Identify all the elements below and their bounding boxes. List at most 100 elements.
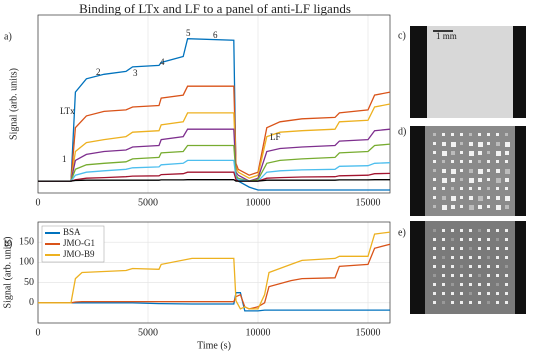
image-panel-c: 1 mm: [410, 26, 526, 118]
spot: [478, 229, 481, 232]
panel-label: c): [398, 30, 406, 41]
legend-label: JMO-G1: [63, 238, 95, 248]
series-line: [38, 128, 391, 182]
spot: [496, 247, 499, 250]
x-axis-label: Time (s): [197, 340, 231, 351]
spot: [478, 238, 481, 241]
spot: [487, 205, 490, 208]
x-tick-label: 0: [36, 197, 41, 208]
spot: [487, 187, 490, 190]
spot: [496, 229, 499, 232]
spot: [496, 169, 500, 173]
spot: [460, 283, 463, 286]
spot: [505, 187, 508, 190]
spot: [496, 283, 499, 286]
spot: [487, 178, 490, 181]
spot: [433, 178, 436, 181]
image-panel-d: [410, 126, 526, 216]
spot: [460, 196, 463, 199]
spot: [451, 247, 454, 250]
spot: [469, 160, 472, 163]
spot: [469, 142, 473, 146]
spot: [451, 301, 454, 304]
annotation: 6: [213, 30, 218, 40]
spot: [496, 274, 499, 277]
spot: [478, 247, 481, 250]
spot: [505, 283, 508, 286]
spot: [496, 187, 499, 190]
spot: [487, 196, 490, 199]
x-tick-label: 5000: [138, 197, 158, 208]
spot: [433, 205, 436, 208]
spot: [505, 229, 508, 232]
spot: [496, 178, 501, 183]
spot: [505, 178, 509, 182]
spot: [469, 301, 472, 304]
annotation: 3: [133, 68, 138, 78]
spot: [433, 274, 436, 277]
spot: [487, 160, 490, 163]
spot: [460, 229, 463, 232]
series-line: [38, 159, 391, 182]
spot: [451, 205, 455, 209]
legend-label: BSA: [63, 227, 81, 237]
spot: [433, 256, 436, 259]
spot: [451, 151, 455, 155]
spot: [505, 256, 508, 259]
series-line: [38, 143, 391, 182]
spot: [433, 196, 436, 199]
spot: [451, 292, 454, 295]
spot: [442, 169, 446, 173]
spot: [433, 187, 436, 190]
spot: [442, 178, 447, 183]
spot: [487, 292, 490, 295]
spot: [487, 301, 490, 304]
spot: [505, 169, 510, 174]
spot: [478, 169, 483, 174]
spot: [496, 142, 500, 146]
spot: [442, 151, 447, 156]
series-line: [38, 171, 391, 182]
spot: [478, 133, 481, 136]
spot: [460, 160, 463, 163]
plot-frame: [37, 14, 391, 194]
scale-bar-label: 1 mm: [436, 31, 457, 41]
spot: [451, 142, 456, 147]
spot: [460, 205, 463, 208]
spot: [505, 196, 510, 201]
spot: [487, 283, 490, 286]
spot: [469, 196, 473, 200]
spot: [487, 265, 490, 268]
x-tick-label: 0: [36, 327, 41, 338]
spot: [433, 301, 436, 304]
y-axis-label: Signal (arb. units): [8, 68, 19, 140]
spot: [442, 205, 447, 210]
spot: [487, 238, 490, 241]
spot: [460, 274, 463, 277]
spot: [505, 133, 508, 136]
spot: [487, 247, 490, 250]
spot: [451, 256, 454, 259]
series-line: [38, 179, 390, 182]
x-tick-label: 15000: [356, 327, 381, 338]
spot: [478, 151, 482, 155]
spot: [469, 256, 472, 259]
spot: [478, 196, 483, 201]
y-tick-label: 150: [19, 236, 34, 247]
spot: [478, 160, 481, 163]
spot: [487, 274, 490, 277]
spot: [478, 178, 482, 182]
annotation: 5: [186, 28, 191, 38]
spot: [433, 292, 436, 295]
annotation: 1: [62, 154, 67, 164]
spot: [496, 205, 501, 210]
spot: [433, 142, 436, 145]
spot: [442, 160, 445, 163]
spot: [442, 229, 445, 232]
spot: [505, 151, 509, 155]
spot: [505, 292, 508, 295]
spot: [442, 256, 445, 259]
plot-frame: [37, 221, 391, 324]
